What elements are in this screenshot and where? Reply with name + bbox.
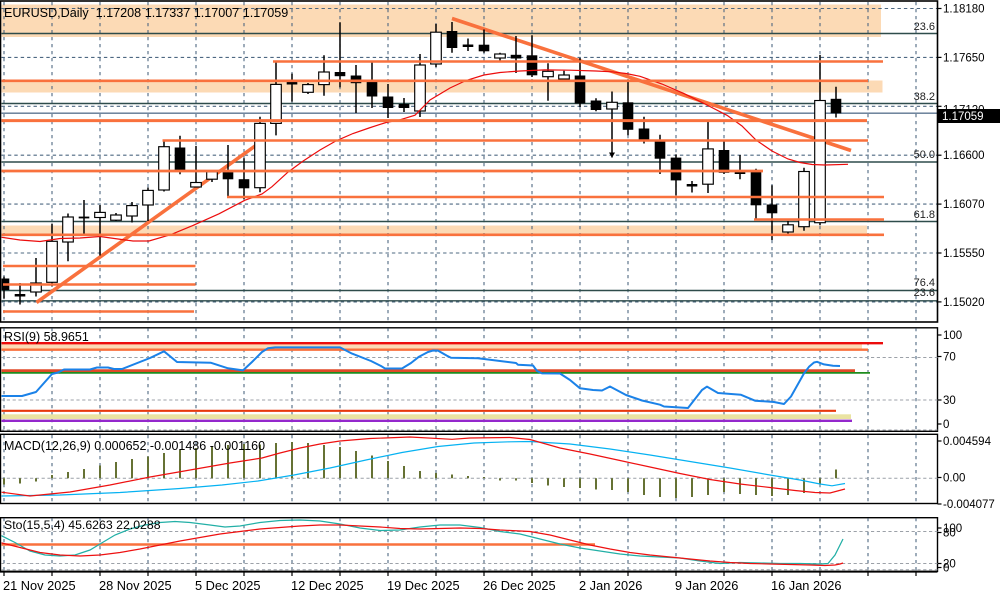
- svg-text:0: 0: [943, 563, 949, 575]
- svg-text:20: 20: [943, 559, 956, 571]
- svg-text:21 Nov 2025: 21 Nov 2025: [3, 578, 76, 593]
- svg-text:1.16600: 1.16600: [943, 150, 985, 162]
- svg-text:1.17059: 1.17059: [942, 111, 984, 123]
- svg-text:100: 100: [943, 330, 962, 342]
- svg-text:9 Jan 2026: 9 Jan 2026: [675, 578, 738, 593]
- svg-text:80: 80: [943, 528, 956, 540]
- svg-text:61.8: 61.8: [914, 209, 935, 221]
- svg-text:23.6: 23.6: [914, 287, 935, 299]
- svg-text:RSI(9) 58.9651: RSI(9) 58.9651: [4, 330, 89, 344]
- svg-text:12 Dec 2025: 12 Dec 2025: [291, 578, 364, 593]
- svg-text:1.16070: 1.16070: [943, 199, 985, 211]
- svg-text:28 Nov 2025: 28 Nov 2025: [99, 578, 172, 593]
- svg-text:16 Jan 2026: 16 Jan 2026: [771, 578, 841, 593]
- svg-text:2 Jan 2026: 2 Jan 2026: [579, 578, 642, 593]
- svg-text:5 Dec 2025: 5 Dec 2025: [195, 578, 260, 593]
- svg-text:100: 100: [943, 523, 962, 535]
- svg-text:19 Dec 2025: 19 Dec 2025: [387, 578, 460, 593]
- svg-text:26 Dec 2025: 26 Dec 2025: [483, 578, 556, 593]
- svg-text:1.15550: 1.15550: [943, 248, 985, 260]
- svg-text:38.2: 38.2: [914, 91, 935, 103]
- svg-text:0.00: 0.00: [943, 473, 965, 485]
- svg-text:-0.004077: -0.004077: [943, 499, 995, 511]
- svg-text:70: 70: [943, 352, 956, 364]
- svg-text:1.15020: 1.15020: [943, 297, 985, 309]
- svg-text:MACD(12,26,9) 0.000652 -0.0014: MACD(12,26,9) 0.000652 -0.001486 -0.0011…: [4, 439, 265, 453]
- svg-text:0: 0: [943, 419, 949, 431]
- svg-text:0.004594: 0.004594: [943, 436, 992, 448]
- svg-text:30: 30: [943, 395, 956, 407]
- svg-text:23.6: 23.6: [914, 21, 935, 33]
- svg-text:Sto(15,5,4) 45.6263 22.0288: Sto(15,5,4) 45.6263 22.0288: [4, 518, 161, 532]
- svg-text:50.0: 50.0: [914, 149, 935, 161]
- svg-text:EURUSD,Daily 1.17208 1.17337: EURUSD,Daily 1.17208 1.17337 1.17007 1.1…: [4, 6, 288, 20]
- svg-text:76.4: 76.4: [914, 277, 935, 289]
- svg-text:1.17650: 1.17650: [943, 52, 985, 64]
- svg-text:1.18180: 1.18180: [943, 4, 985, 16]
